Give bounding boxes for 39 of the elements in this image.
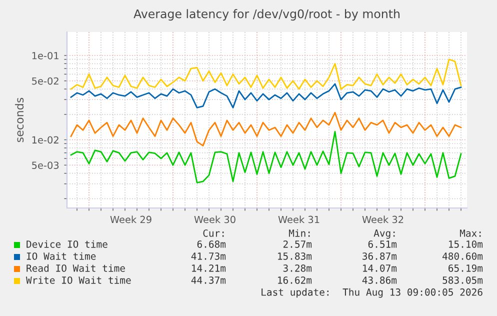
text: 65.19m [448, 264, 483, 272]
text: 44.37m [191, 276, 226, 284]
y-tick-label: 1e-02 [32, 136, 58, 144]
legend-label: Read IO Wait time [26, 264, 125, 272]
y-tick-label: 5e-03 [32, 162, 59, 169]
text: 15.10m [449, 240, 483, 248]
y-tick-label: 5e-02 [32, 77, 58, 85]
text: Max: [460, 230, 481, 237]
text: Last update: Thu Aug 13 09:00:05 2026 [262, 288, 482, 298]
text: Avg: [374, 230, 395, 239]
text: Min: [288, 229, 310, 237]
text: 14.07m [363, 264, 397, 272]
text: 15.83m [278, 252, 312, 260]
text: 43.86m [362, 276, 397, 284]
text: 2.57m [283, 240, 312, 248]
text: 36.87m [362, 252, 397, 260]
y-axis-title: seconds [15, 98, 24, 142]
text: 16.62m [278, 276, 312, 284]
text: 6.51m [368, 240, 397, 248]
text: 3.28m [283, 264, 312, 272]
x-tick-label: Week 32 [362, 216, 404, 224]
text: 583.05m [442, 276, 483, 284]
y-tick-label: 1e-01 [32, 52, 58, 60]
chart-title: Average latency for /dev/vg0/root - by month [134, 9, 400, 21]
x-tick-label: Week 29 [110, 216, 152, 224]
line-series [70, 83, 462, 108]
text: Cur: [203, 229, 224, 237]
legend-label: Device IO time [26, 240, 108, 248]
line-series [70, 130, 462, 184]
x-tick-label: Week 30 [194, 216, 236, 224]
line-series [70, 58, 462, 90]
legend-label: IO Wait time [26, 252, 96, 260]
text: 41.73m [191, 252, 226, 260]
text: 6.68m [197, 240, 226, 248]
x-tick-label: Week 31 [278, 216, 320, 224]
text: 480.60m [442, 252, 483, 260]
text: 14.21m [192, 264, 226, 272]
legend-label: Write IO Wait time [26, 276, 131, 284]
line-series [70, 112, 462, 146]
